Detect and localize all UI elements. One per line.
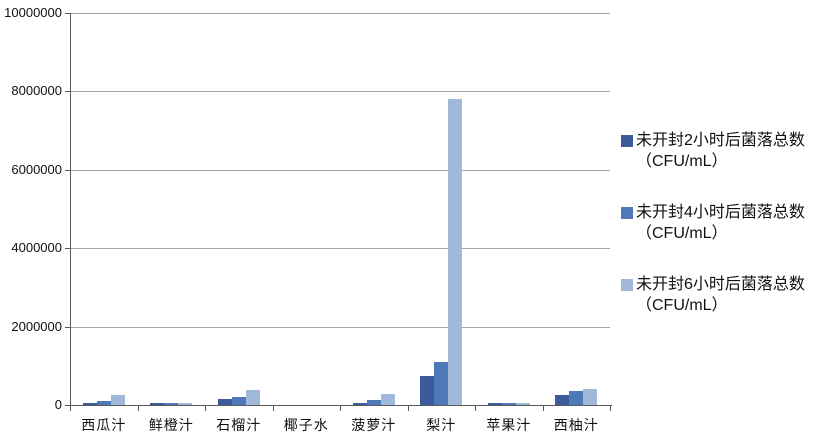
bar-cat0-series2 bbox=[96, 401, 111, 405]
bar-cat7-series2 bbox=[569, 391, 584, 405]
bar-cat6-series2 bbox=[501, 403, 516, 405]
bar-cat5-series2 bbox=[434, 361, 449, 405]
y-axis-tick bbox=[65, 13, 70, 14]
gridline bbox=[70, 169, 610, 171]
x-axis-label-cat4: 菠萝汁 bbox=[351, 417, 397, 433]
legend-label-line2: （CFU/mL） bbox=[636, 225, 728, 242]
x-axis-tick bbox=[340, 406, 341, 411]
x-axis-tick bbox=[610, 406, 611, 411]
legend-label-line2: （CFU/mL） bbox=[636, 297, 728, 314]
y-axis-tick bbox=[65, 405, 70, 406]
gridline bbox=[70, 13, 610, 14]
bar-cat7-series1 bbox=[555, 395, 570, 405]
legend-item-series1: 未开封2小时后菌落总数 （CFU/mL） bbox=[621, 130, 817, 172]
x-axis-tick bbox=[542, 406, 544, 411]
y-axis-tick bbox=[65, 91, 70, 93]
x-axis-label-cat6: 苹果汁 bbox=[486, 417, 532, 433]
legend: 未开封2小时后菌落总数 （CFU/mL） 未开封4小时后菌落总数 （CFU/mL） 未开… bbox=[621, 130, 817, 316]
bar-group-cat0 bbox=[70, 13, 138, 405]
bar-cat6-series1 bbox=[487, 403, 502, 405]
legend-label-line1: 未开封6小时后菌落总数 bbox=[636, 276, 805, 293]
bar-cat1-series3 bbox=[178, 402, 193, 405]
y-axis-label: 6000000 bbox=[11, 161, 62, 177]
legend-swatch-series1 bbox=[621, 135, 633, 147]
x-axis bbox=[70, 405, 612, 406]
x-axis-tick bbox=[272, 406, 274, 411]
bar-cat0-series3 bbox=[110, 395, 125, 405]
legend-item-series3: 未开封6小时后菌落总数 （CFU/mL） bbox=[621, 274, 817, 316]
x-axis-label-cat3: 椰子水 bbox=[283, 417, 329, 433]
y-axis-label: 10000000 bbox=[4, 5, 62, 20]
x-axis-label-cat7: 西柚汁 bbox=[553, 417, 599, 433]
x-axis-tick bbox=[137, 406, 139, 411]
bar-cat4-series3 bbox=[380, 394, 395, 405]
legend-item-series2: 未开封4小时后菌落总数 （CFU/mL） bbox=[621, 202, 817, 244]
x-axis-tick bbox=[407, 406, 409, 411]
y-axis-label: 8000000 bbox=[11, 83, 62, 99]
x-axis-label-cat0: 西瓜汁 bbox=[81, 417, 127, 433]
y-axis-label: 0 bbox=[54, 397, 62, 412]
bar-cat0-series1 bbox=[82, 403, 97, 405]
y-axis-label: 4000000 bbox=[11, 240, 62, 256]
gridline bbox=[70, 248, 610, 250]
y-axis bbox=[70, 13, 71, 406]
y-axis-tick bbox=[65, 326, 70, 328]
bar-cat5-series1 bbox=[420, 375, 435, 405]
legend-label-line1: 未开封4小时后菌落总数 bbox=[636, 204, 805, 221]
bar-group-cat5 bbox=[408, 13, 476, 405]
bar-cat4-series2 bbox=[366, 399, 381, 405]
bar-cat2-series2 bbox=[231, 397, 246, 405]
bar-cat5-series3 bbox=[448, 99, 463, 405]
x-axis-label-cat5: 梨汁 bbox=[426, 417, 457, 433]
y-axis-label: 2000000 bbox=[11, 318, 62, 334]
bar-cat1-series1 bbox=[150, 402, 165, 405]
x-axis-tick bbox=[475, 406, 476, 411]
legend-label: 未开封2小时后菌落总数 （CFU/mL） bbox=[636, 130, 805, 172]
x-axis-tick bbox=[205, 406, 206, 411]
bar-cat4-series1 bbox=[352, 403, 367, 405]
bar-cat2-series3 bbox=[245, 390, 260, 405]
bar-group-cat4 bbox=[340, 13, 408, 405]
y-axis-tick bbox=[65, 169, 70, 171]
bar-group-cat3 bbox=[273, 13, 341, 405]
bar-group-cat7 bbox=[543, 13, 611, 405]
x-axis-tick bbox=[70, 406, 71, 411]
gridline bbox=[70, 91, 610, 93]
bar-cat7-series3 bbox=[583, 389, 598, 405]
legend-swatch-series3 bbox=[621, 279, 633, 291]
x-axis-label-cat2: 石榴汁 bbox=[216, 417, 262, 433]
legend-label: 未开封6小时后菌落总数 （CFU/mL） bbox=[636, 274, 805, 316]
legend-label-line2: （CFU/mL） bbox=[636, 153, 728, 170]
gridline bbox=[70, 326, 610, 328]
bar-group-cat2 bbox=[205, 13, 273, 405]
bar-cat2-series1 bbox=[217, 399, 232, 405]
x-axis-label-cat1: 鲜橙汁 bbox=[148, 417, 194, 433]
legend-swatch-series2 bbox=[621, 207, 633, 219]
bar-group-cat1 bbox=[138, 13, 206, 405]
bar-group-cat6 bbox=[475, 13, 543, 405]
bar-cat1-series2 bbox=[164, 402, 179, 405]
legend-label-line1: 未开封2小时后菌落总数 bbox=[636, 132, 805, 149]
bar-cat6-series3 bbox=[515, 403, 530, 405]
y-axis-tick bbox=[65, 248, 70, 250]
legend-label: 未开封4小时后菌落总数 （CFU/mL） bbox=[636, 202, 805, 244]
